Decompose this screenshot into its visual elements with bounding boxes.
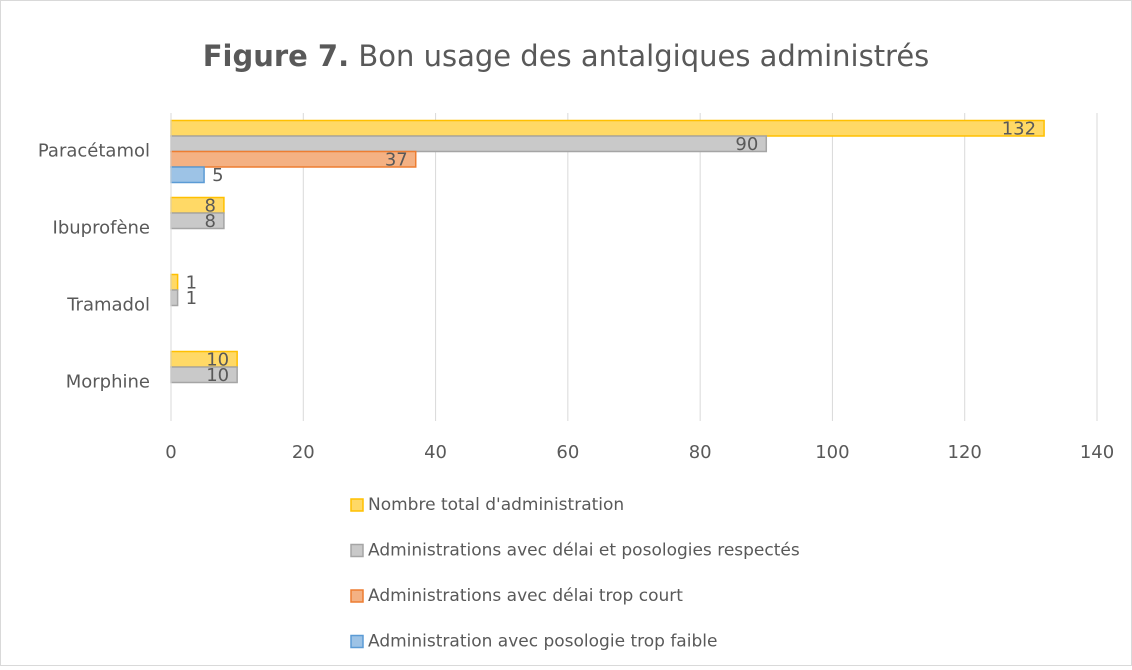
data-label: 8	[204, 195, 215, 216]
y-tick-label: Paracétamol	[38, 141, 150, 162]
data-label: 37	[385, 149, 408, 170]
title-number: Figure 7.	[203, 39, 349, 73]
x-tick-label: 80	[689, 442, 712, 463]
title-text: Bon usage des antalgiques administrés	[358, 39, 929, 73]
data-label: 8	[204, 211, 215, 232]
legend-swatch	[350, 543, 364, 558]
legend-swatch	[350, 634, 364, 649]
data-label: 132	[1002, 118, 1036, 139]
bar	[170, 273, 179, 291]
y-tick-label: Ibuprofène	[53, 218, 150, 239]
legend-swatch	[350, 498, 364, 512]
data-label: 10	[206, 365, 229, 386]
bar	[170, 289, 179, 307]
legend-label: Administrations avec délai trop court	[368, 586, 683, 606]
bar	[170, 196, 225, 214]
bar	[170, 150, 417, 168]
data-label: 1	[186, 288, 197, 309]
chart-title: Figure 7. Bon usage des antalgiques admi…	[203, 39, 930, 73]
x-tick-label: 60	[556, 442, 579, 463]
legend-label: Administration avec posologie trop faibl…	[368, 632, 717, 652]
y-tick-label: Tramadol	[66, 295, 150, 316]
legend-label: Administrations avec délai et posologies…	[368, 541, 800, 561]
x-tick-label: 140	[1080, 442, 1114, 463]
data-label: 5	[212, 165, 223, 186]
data-label: 90	[735, 134, 758, 155]
data-label: 10	[206, 349, 229, 370]
x-tick-label: 20	[292, 442, 315, 463]
x-tick-label: 120	[948, 442, 982, 463]
x-tick-label: 100	[815, 442, 849, 463]
legend-swatch	[350, 589, 364, 603]
bar	[170, 212, 225, 230]
x-tick-label: 0	[165, 442, 176, 463]
bar	[170, 119, 1045, 137]
data-label: 1	[186, 272, 197, 293]
bar	[170, 135, 768, 153]
x-tick-label: 40	[424, 442, 447, 463]
bar	[170, 166, 205, 184]
y-tick-label: Morphine	[66, 372, 150, 393]
legend-label: Nombre total d'administration	[368, 495, 624, 515]
